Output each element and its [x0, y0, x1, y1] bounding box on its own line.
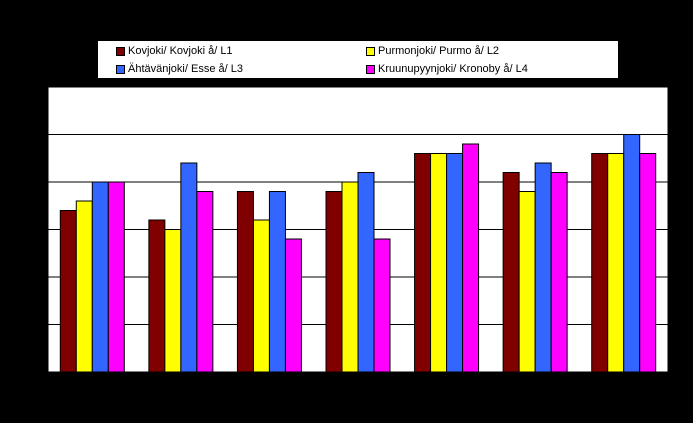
bar [462, 143, 480, 373]
bar [607, 153, 625, 373]
legend-item-l3: Ähtävänjoki/ Esse å/ L3 [116, 60, 366, 78]
bar [502, 172, 520, 373]
bar [430, 153, 448, 373]
bar [164, 229, 182, 373]
legend-swatch-l4 [366, 64, 375, 74]
legend-item-l4: Kruunupyynjoki/ Kronoby å/ L4 [366, 60, 616, 78]
bar [284, 238, 302, 373]
bar [75, 200, 93, 373]
bar [341, 181, 359, 373]
bar [236, 191, 254, 373]
bar [591, 153, 609, 373]
bar [357, 172, 375, 373]
bar [550, 172, 568, 373]
bar [518, 191, 536, 373]
legend-label-l2: Purmonjoki/ Purmo å/ L2 [378, 45, 500, 57]
legend-item-l2: Purmonjoki/ Purmo å/ L2 [366, 42, 616, 60]
bar [623, 134, 641, 373]
legend-item-l1: Kovjoki/ Kovjoki å/ L1 [116, 42, 366, 60]
bar [252, 219, 270, 373]
bar [180, 162, 198, 373]
bar [639, 153, 657, 373]
legend-swatch-l2 [366, 46, 375, 56]
chart-legend: Kovjoki/ Kovjoki å/ L1 Purmonjoki/ Purmo… [98, 41, 618, 78]
legend-label-l4: Kruunupyynjoki/ Kronoby å/ L4 [378, 63, 528, 75]
bar [534, 162, 552, 373]
legend-swatch-l3 [116, 64, 125, 74]
bar [107, 181, 125, 373]
bar [196, 191, 214, 373]
bar [414, 153, 432, 373]
bar [373, 238, 391, 373]
bar [59, 210, 77, 373]
bar [268, 191, 286, 373]
legend-label-l3: Ähtävänjoki/ Esse å/ L3 [128, 63, 243, 75]
bar [325, 191, 343, 373]
bar [446, 153, 464, 373]
legend-swatch-l1 [116, 46, 125, 56]
bar [91, 181, 109, 373]
legend-label-l1: Kovjoki/ Kovjoki å/ L1 [128, 45, 233, 57]
bar [148, 219, 166, 373]
